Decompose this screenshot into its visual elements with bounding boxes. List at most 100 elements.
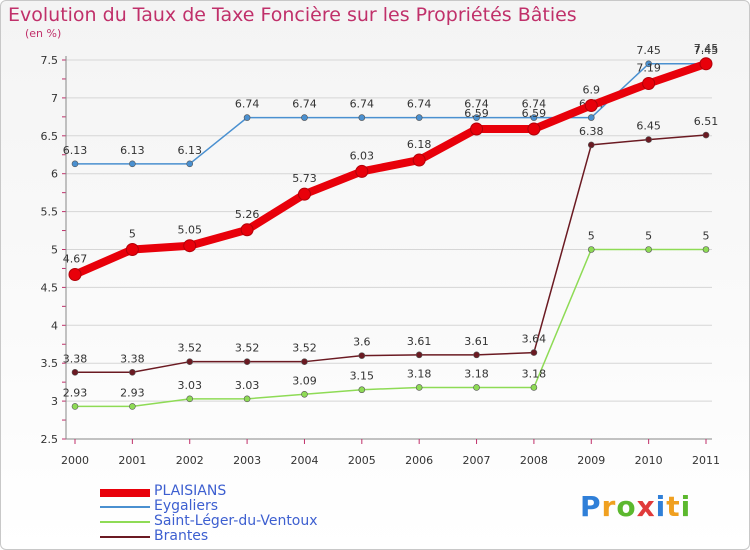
data-label-brantes: 3.52	[177, 342, 202, 355]
data-point-saint-l-ger-du-ventoux	[587, 246, 595, 253]
y-tick-label: 5	[51, 244, 58, 257]
legend-swatch-brantes	[100, 536, 150, 538]
data-label-eygaliers: 6.74	[235, 98, 260, 111]
data-label-saint-l-ger-du-ventoux: 3.03	[235, 379, 260, 392]
data-point-brantes	[243, 358, 251, 365]
data-point-plaisians	[584, 98, 598, 112]
data-label-brantes: 3.61	[407, 335, 432, 348]
data-label-plaisians: 5.26	[235, 208, 260, 221]
data-point-eygaliers	[71, 160, 79, 168]
legend-label-brantes: Brantes	[154, 528, 209, 544]
data-point-plaisians	[527, 122, 541, 136]
data-point-plaisians	[412, 153, 426, 167]
proxiti-logo: Proxiti	[580, 490, 691, 523]
data-label-plaisians: 7.19	[636, 61, 661, 74]
data-label-saint-l-ger-du-ventoux: 3.09	[292, 374, 317, 387]
legend-swatch-saint-leger	[100, 521, 150, 523]
x-tick-label: 2002	[176, 454, 204, 467]
data-point-eygaliers	[301, 114, 308, 121]
data-point-plaisians	[355, 164, 369, 178]
data-point-eygaliers	[530, 114, 538, 121]
x-tick-label: 2004	[290, 454, 318, 467]
y-tick-label: 4.5	[41, 281, 59, 294]
data-point-saint-l-ger-du-ventoux	[243, 395, 251, 403]
data-label-brantes: 3.52	[235, 342, 260, 355]
y-tick-label: 6.5	[41, 130, 59, 143]
data-point-saint-l-ger-du-ventoux	[702, 246, 710, 253]
data-point-brantes	[71, 368, 79, 376]
y-tick-label: 3	[51, 395, 58, 408]
y-tick-label: 3.5	[41, 357, 59, 370]
data-point-plaisians	[642, 76, 656, 90]
data-label-brantes: 3.61	[464, 335, 489, 348]
data-label-saint-l-ger-du-ventoux: 3.18	[407, 367, 432, 380]
logo-letter: i	[655, 490, 667, 523]
data-label-eygaliers: 6.13	[120, 144, 145, 157]
data-point-plaisians	[470, 122, 484, 136]
data-point-eygaliers	[243, 114, 251, 121]
data-point-eygaliers	[415, 114, 423, 121]
data-point-brantes	[530, 349, 538, 356]
logo-letter: t	[666, 490, 681, 523]
data-label-brantes: 3.38	[63, 352, 88, 365]
series-line-saint-l-ger-du-ventoux	[75, 248, 706, 408]
data-point-saint-l-ger-du-ventoux	[186, 395, 194, 403]
data-label-brantes: 3.64	[522, 333, 547, 346]
data-point-brantes	[358, 352, 366, 359]
legend-label-plaisians: PLAISIANS	[154, 483, 227, 499]
data-point-plaisians	[68, 268, 82, 282]
x-tick-label: 2003	[233, 454, 261, 467]
x-tick-label: 2008	[520, 454, 548, 467]
data-label-eygaliers: 6.74	[407, 98, 432, 111]
data-point-plaisians	[125, 243, 139, 256]
y-tick-label: 2.5	[41, 433, 59, 446]
data-point-eygaliers	[645, 60, 652, 68]
x-tick-label: 2006	[405, 454, 433, 467]
data-point-eygaliers	[129, 160, 136, 168]
data-label-eygaliers: 6.74	[522, 98, 547, 111]
data-point-brantes	[473, 351, 480, 359]
data-label-brantes: 6.45	[636, 120, 661, 133]
data-label-plaisians: 4.67	[63, 253, 88, 266]
data-label-plaisians: 6.18	[407, 138, 432, 151]
x-tick-label: 2009	[577, 454, 605, 467]
data-label-plaisians: 5.73	[292, 172, 317, 185]
data-point-eygaliers	[186, 160, 194, 168]
data-point-saint-l-ger-du-ventoux	[530, 384, 538, 391]
data-label-eygaliers: 6.74	[292, 98, 317, 111]
data-label-saint-l-ger-du-ventoux: 5	[588, 230, 595, 243]
data-label-saint-l-ger-du-ventoux: 2.93	[63, 386, 88, 399]
data-point-saint-l-ger-du-ventoux	[415, 384, 423, 391]
logo-letter: x	[636, 490, 656, 523]
x-tick-label: 2001	[118, 454, 146, 467]
y-tick-label: 7.5	[41, 54, 59, 67]
data-label-plaisians: 6.59	[522, 107, 547, 120]
data-point-eygaliers	[473, 114, 480, 121]
data-label-saint-l-ger-du-ventoux: 3.18	[522, 367, 547, 380]
chart-title: Evolution du Taux de Taxe Foncière sur l…	[8, 4, 577, 26]
legend-swatch-eygaliers	[100, 506, 150, 508]
legend-swatch-plaisians	[100, 489, 150, 497]
data-point-eygaliers	[358, 114, 366, 121]
data-point-saint-l-ger-du-ventoux	[301, 390, 308, 398]
y-tick-label: 6	[51, 168, 58, 181]
data-point-brantes	[587, 141, 595, 149]
data-point-plaisians	[297, 187, 311, 201]
data-point-saint-l-ger-du-ventoux	[473, 384, 480, 391]
data-label-eygaliers: 6.13	[63, 144, 88, 157]
data-label-eygaliers: 6.74	[350, 98, 375, 111]
logo-letter: o	[616, 490, 637, 523]
data-label-eygaliers: 7.45	[636, 44, 661, 57]
data-label-brantes: 3.38	[120, 352, 145, 365]
logo-letter: P	[580, 490, 602, 523]
data-point-saint-l-ger-du-ventoux	[358, 386, 366, 394]
data-point-eygaliers	[587, 114, 595, 121]
logo-letter: r	[601, 490, 617, 523]
data-label-plaisians: 5	[129, 228, 136, 241]
data-label-plaisians: 6.59	[464, 107, 489, 120]
data-label-brantes: 6.51	[694, 115, 719, 128]
data-label-plaisians: 7.45	[694, 42, 719, 55]
data-label-eygaliers: 7.45	[694, 44, 719, 57]
data-point-brantes	[129, 368, 136, 376]
